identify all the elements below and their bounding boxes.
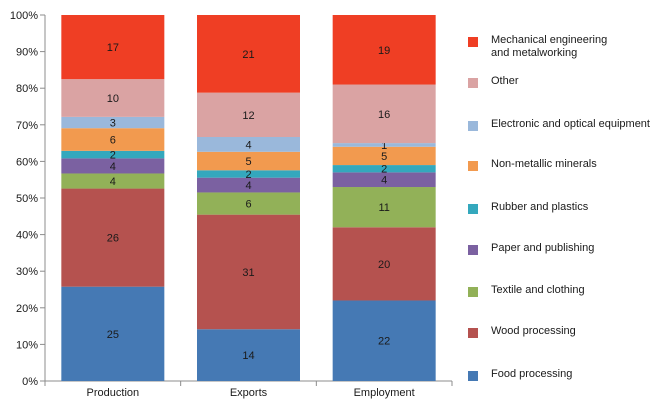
legend-label: Other [491, 75, 661, 88]
data-label: 4 [110, 161, 116, 173]
data-label: 6 [245, 199, 251, 211]
y-tick-label: 50% [16, 193, 38, 205]
data-label: 2 [245, 169, 251, 181]
y-axis: 0% 10% 20% 30% 40% 50% 60% 70% 80% 90% 100% [10, 10, 45, 388]
data-label: 31 [242, 267, 254, 279]
data-label: 5 [381, 151, 387, 163]
y-tick-label: 90% [16, 47, 38, 59]
y-tick-label: 0% [22, 376, 38, 388]
data-label: 4 [245, 180, 251, 192]
y-tick-label: 30% [16, 266, 38, 278]
legend-swatch [468, 78, 478, 88]
legend-item: Other [468, 75, 661, 88]
legend-swatch [468, 37, 478, 47]
data-label: 21 [242, 49, 254, 61]
data-label: 25 [107, 329, 119, 341]
legend-item: Paper and publishing [468, 242, 661, 255]
legend-item: Food processing [468, 368, 661, 381]
legend-swatch [468, 371, 478, 381]
y-tick-label: 80% [16, 83, 38, 95]
legend-item: Mechanical engineering and metalworking [468, 34, 661, 60]
x-tick-label: Exports [230, 387, 268, 399]
data-label: 17 [107, 42, 119, 54]
legend-swatch [468, 245, 478, 255]
data-label: 10 [107, 93, 119, 105]
data-label: 2 [381, 164, 387, 176]
y-tick-label: 20% [16, 303, 38, 315]
data-label: 14 [242, 350, 254, 362]
legend-swatch [468, 121, 478, 131]
legend-label: Mechanical engineering and metalworking [491, 34, 661, 60]
legend-label: Food processing [491, 368, 661, 381]
legend-swatch [468, 161, 478, 171]
y-tick-label: 60% [16, 156, 38, 168]
data-label: 4 [110, 176, 116, 188]
legend-item: Wood processing [468, 325, 661, 338]
legend-swatch [468, 328, 478, 338]
x-tick-label: Production [87, 387, 140, 399]
data-label: 20 [378, 259, 390, 271]
legend-item: Textile and clothing [468, 284, 661, 297]
data-label: 16 [378, 109, 390, 121]
legend-label: Electronic and optical equipment [491, 118, 661, 131]
legend-item: Electronic and optical equipment [468, 118, 661, 131]
data-label: 22 [378, 336, 390, 348]
legend-swatch [468, 204, 478, 214]
data-label: 12 [242, 110, 254, 122]
legend-label: Wood processing [491, 325, 661, 338]
data-label: 4 [381, 175, 387, 187]
data-label: 2 [110, 150, 116, 162]
data-label: 19 [378, 45, 390, 57]
y-tick-label: 10% [16, 339, 38, 351]
data-label: 5 [245, 156, 251, 168]
data-label: 6 [110, 135, 116, 147]
legend-item: Non-metallic minerals [468, 158, 661, 171]
legend-label: Textile and clothing [491, 284, 661, 297]
legend-item: Rubber and plastics [468, 201, 661, 214]
data-label: 3 [110, 118, 116, 130]
legend-label: Rubber and plastics [491, 201, 661, 214]
data-label: 26 [107, 233, 119, 245]
legend-swatch [468, 287, 478, 297]
data-label: 11 [378, 202, 389, 214]
x-tick-label: Employment [354, 387, 415, 399]
legend-label: Paper and publishing [491, 242, 661, 255]
data-label: 4 [245, 139, 251, 151]
legend-label: Non-metallic minerals [491, 158, 661, 171]
x-axis: Production Exports Employment [45, 381, 452, 399]
y-tick-label: 70% [16, 120, 38, 132]
y-tick-label: 100% [10, 10, 38, 22]
y-tick-label: 40% [16, 230, 38, 242]
